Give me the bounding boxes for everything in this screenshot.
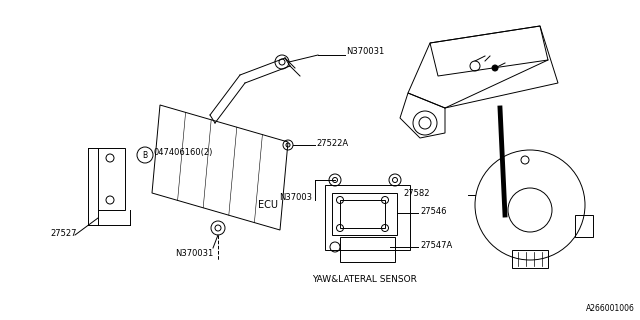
Text: N370031: N370031 bbox=[346, 47, 384, 57]
Bar bbox=[575, 215, 593, 237]
Bar bbox=[340, 237, 395, 262]
Text: A266001006: A266001006 bbox=[586, 304, 635, 313]
Text: 27527: 27527 bbox=[50, 228, 77, 237]
Text: 27582: 27582 bbox=[403, 188, 430, 197]
Text: YAW&LATERAL SENSOR: YAW&LATERAL SENSOR bbox=[312, 275, 417, 284]
Text: N370031: N370031 bbox=[175, 249, 213, 258]
Bar bbox=[332, 193, 397, 235]
Circle shape bbox=[492, 65, 498, 71]
Text: 27522A: 27522A bbox=[316, 139, 348, 148]
Text: 047406160(2): 047406160(2) bbox=[154, 148, 213, 157]
Bar bbox=[512, 250, 548, 268]
Text: 27547A: 27547A bbox=[420, 241, 452, 250]
Text: N37003: N37003 bbox=[279, 194, 312, 203]
Text: ECU: ECU bbox=[258, 200, 278, 210]
Text: 27546: 27546 bbox=[420, 206, 447, 215]
Bar bbox=[340, 200, 385, 228]
Text: B: B bbox=[143, 150, 148, 159]
